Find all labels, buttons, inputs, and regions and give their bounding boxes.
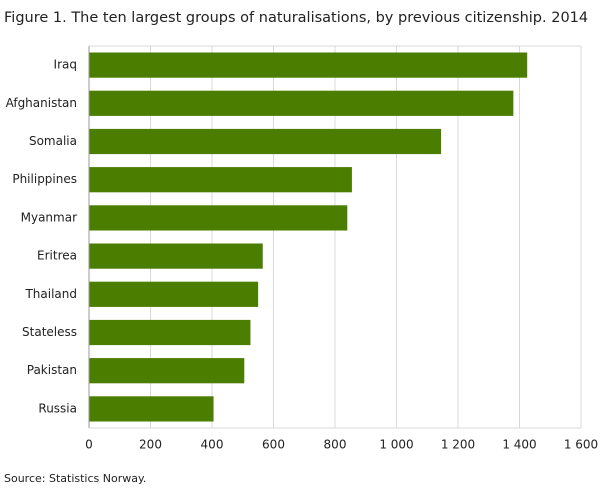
x-tick-label: 1 400 [502,438,536,452]
x-tick-label: 1 200 [441,438,475,452]
bar [89,167,352,193]
x-tick-label: 600 [262,438,285,452]
y-tick-label: Iraq [54,58,77,72]
bar [89,358,245,384]
y-tick-label: Thailand [24,287,77,301]
y-tick-label: Pakistan [27,363,77,377]
bar [89,52,528,78]
y-tick-label: Russia [38,401,77,415]
chart-title: Figure 1. The ten largest groups of natu… [4,10,588,26]
bar [89,128,442,155]
bar [89,205,348,231]
source-note: Source: Statistics Norway. [4,472,146,485]
y-tick-label: Myanmar [21,210,77,224]
x-tick-label: 1 600 [564,438,598,452]
x-tick-label: 800 [324,438,347,452]
y-tick-label: Eritrea [37,249,77,263]
bar [89,281,259,307]
y-tick-label: Stateless [22,325,77,339]
bar [89,243,263,269]
x-tick-label: 200 [139,438,162,452]
bar [89,90,514,116]
bar [89,396,214,422]
x-tick-label: 1 000 [379,438,413,452]
y-tick-label: Afghanistan [6,96,77,110]
bar [89,319,251,346]
x-tick-label: 0 [85,438,93,452]
x-tick-label: 400 [201,438,224,452]
y-tick-label: Somalia [29,134,77,148]
y-tick-label: Philippines [12,172,77,186]
